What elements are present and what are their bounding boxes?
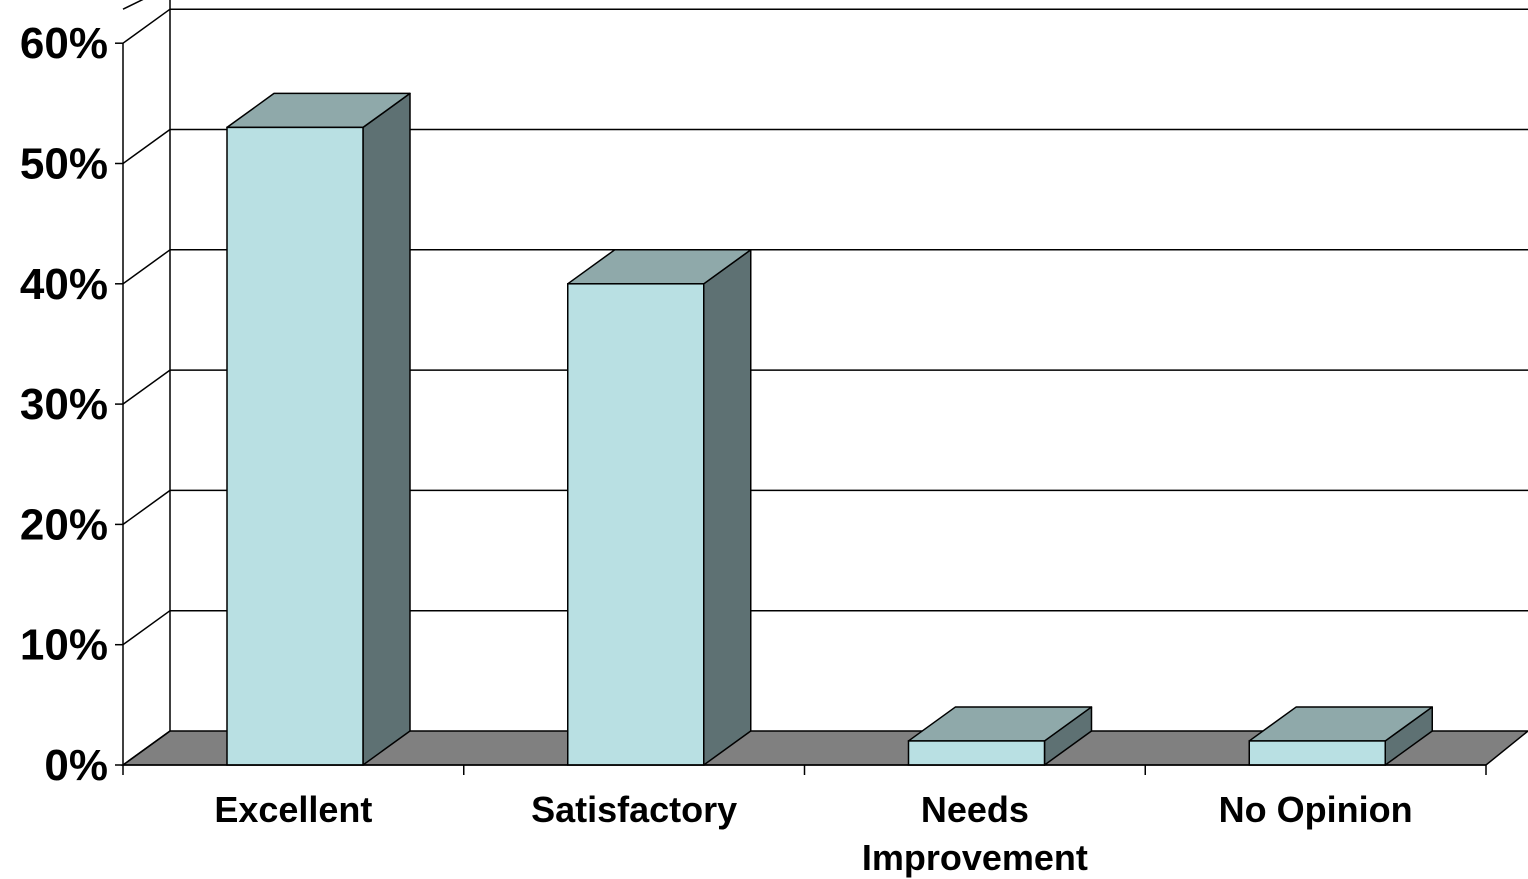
bar-side-face bbox=[703, 249, 752, 766]
bar-front-face bbox=[907, 740, 1046, 766]
y-axis-tick-labels: 0% 10% 20% 30% 40% 50% 60% bbox=[20, 19, 108, 790]
y-tick-label: 60% bbox=[20, 19, 108, 68]
x-category-label-line: No Opinion bbox=[1219, 789, 1413, 830]
x-category-label-line: Satisfactory bbox=[531, 789, 737, 830]
y-tick-label: 10% bbox=[20, 621, 108, 670]
x-category-label: Excellent bbox=[214, 789, 372, 830]
y-tick-label: 0% bbox=[44, 741, 108, 790]
bar-front-face bbox=[226, 126, 364, 766]
bar bbox=[567, 249, 752, 766]
x-category-label-line: Excellent bbox=[214, 789, 372, 830]
x-category-label-line: Needs bbox=[921, 789, 1029, 830]
y-tick-label: 20% bbox=[20, 500, 108, 549]
side-wall-gridline bbox=[122, 489, 171, 526]
axes bbox=[115, 0, 1487, 775]
x-category-label: Needs Improvement bbox=[862, 789, 1088, 878]
bar bbox=[907, 706, 1093, 766]
side-wall-gridline bbox=[122, 8, 171, 44]
bar bbox=[1248, 706, 1433, 766]
bar-front-face bbox=[567, 283, 705, 766]
y-tick-label: 50% bbox=[20, 140, 108, 189]
x-category-label-line: Improvement bbox=[862, 837, 1088, 878]
side-wall-gridline bbox=[122, 249, 171, 285]
side-wall-gridline bbox=[122, 730, 171, 766]
side-wall-gridline bbox=[122, 369, 171, 405]
bar-side-face bbox=[362, 92, 411, 766]
side-wall-gridline bbox=[122, 128, 171, 165]
bars bbox=[226, 92, 1433, 766]
y-tick-label: 40% bbox=[20, 260, 108, 309]
bar bbox=[226, 92, 411, 766]
x-category-label: Satisfactory bbox=[531, 789, 737, 830]
top-wall-edge bbox=[122, 0, 144, 10]
side-wall-gridline bbox=[122, 610, 171, 646]
bar-front-face bbox=[1248, 740, 1386, 766]
x-axis-category-labels: Excellent Satisfactory Needs Improvement No … bbox=[214, 789, 1412, 878]
y-tick-label: 30% bbox=[20, 380, 108, 429]
x-category-label: No Opinion bbox=[1219, 789, 1413, 830]
